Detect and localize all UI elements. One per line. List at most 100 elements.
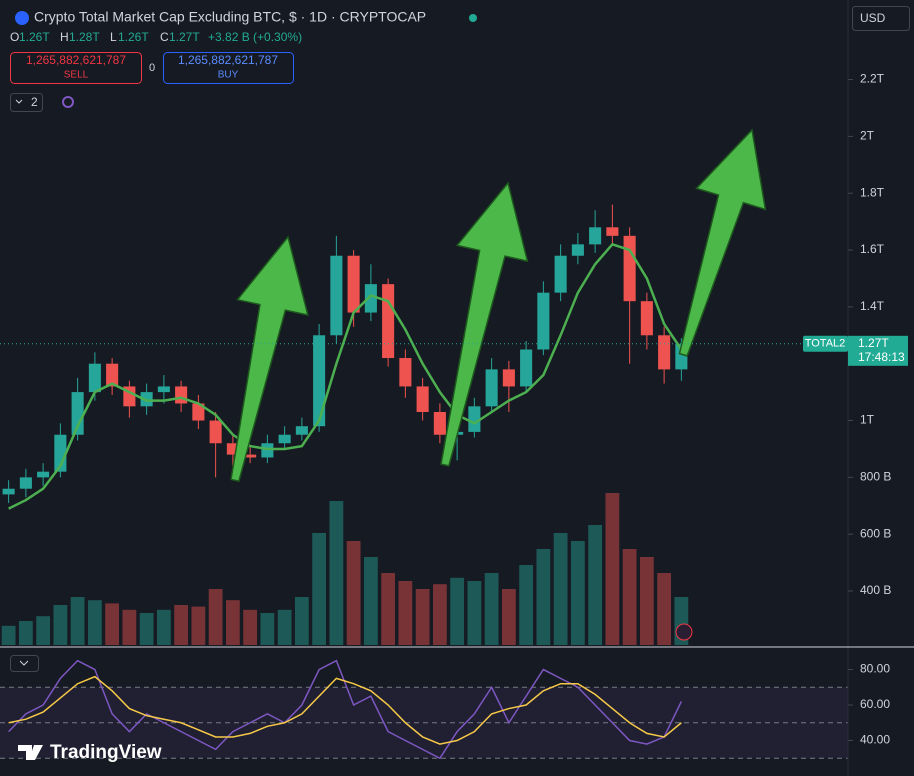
volume-bar bbox=[363, 557, 378, 645]
candle-body bbox=[502, 369, 515, 387]
ohlc-label: O bbox=[10, 30, 19, 44]
ohlc-change: +3.82 B (+0.30%) bbox=[208, 30, 302, 44]
candle-body bbox=[313, 335, 326, 427]
plot-area bbox=[0, 204, 848, 760]
countdown: 17:48:13 bbox=[858, 350, 905, 364]
volume-bar bbox=[519, 565, 534, 645]
sell-button[interactable] bbox=[10, 52, 142, 84]
candle-body bbox=[19, 477, 32, 489]
y-tick-label: 800 B bbox=[860, 470, 891, 484]
volume-bar bbox=[277, 609, 292, 645]
candle-body bbox=[106, 363, 119, 387]
candle-body bbox=[244, 454, 257, 458]
y-tick-label: 400 B bbox=[860, 583, 891, 597]
volume-bar bbox=[294, 597, 309, 645]
candle-body bbox=[278, 434, 291, 444]
alert-icon[interactable] bbox=[675, 623, 693, 641]
candle-body bbox=[157, 386, 170, 393]
volume-bar bbox=[639, 557, 654, 645]
ohlc-value: 1.26T bbox=[19, 30, 50, 44]
pane-toggle[interactable] bbox=[10, 655, 39, 672]
ohlc-value: 1.28T bbox=[69, 30, 100, 44]
candle-body bbox=[261, 443, 274, 458]
volume-bar bbox=[225, 600, 240, 645]
volume-bar bbox=[381, 573, 396, 645]
candle-body bbox=[347, 255, 360, 313]
buy-button[interactable] bbox=[163, 52, 294, 84]
symbol-icon bbox=[15, 11, 29, 25]
volume-bar bbox=[191, 606, 206, 645]
ohlc-label: C bbox=[160, 30, 169, 44]
volume-bar bbox=[432, 584, 447, 645]
volume-bar bbox=[570, 541, 585, 645]
volume-bar bbox=[657, 573, 672, 645]
last-price-label: 1.27T bbox=[858, 336, 889, 350]
volume-bar bbox=[329, 501, 344, 645]
y-tick-label: 2.2T bbox=[860, 72, 885, 86]
volume-bar bbox=[105, 603, 120, 645]
volume-bar bbox=[122, 609, 137, 645]
volume-bar bbox=[87, 600, 102, 645]
indicator-count: 2 bbox=[31, 95, 38, 109]
volume-bar bbox=[312, 533, 327, 645]
candle-body bbox=[520, 349, 533, 387]
indicator-toggle[interactable] bbox=[10, 93, 43, 112]
symbol-tag bbox=[803, 335, 848, 352]
chevron bbox=[15, 99, 23, 104]
volume-bar bbox=[53, 605, 68, 645]
arrow bbox=[678, 128, 767, 357]
volume-bar bbox=[450, 577, 465, 645]
candle-body bbox=[37, 471, 50, 478]
buy-label: BUY bbox=[218, 70, 239, 81]
volume-bar bbox=[553, 533, 568, 645]
candle-body bbox=[416, 386, 429, 413]
indicator-icon bbox=[62, 96, 74, 108]
candle-body bbox=[54, 434, 67, 472]
candle-body bbox=[606, 227, 619, 236]
buy-price: 1,265,882,621,787 bbox=[178, 53, 278, 67]
candle-body bbox=[295, 426, 308, 435]
volume-bar bbox=[501, 589, 516, 645]
symbol-label: TOTAL2 bbox=[805, 338, 846, 350]
y-tick-label: 1.4T bbox=[860, 299, 885, 313]
candle-body bbox=[485, 369, 498, 407]
brand-logo bbox=[18, 745, 43, 760]
candle-body bbox=[554, 255, 567, 293]
candle-body bbox=[537, 292, 550, 350]
candle-body bbox=[330, 255, 343, 336]
sell-label: SELL bbox=[64, 70, 89, 81]
volume-bar bbox=[467, 581, 482, 645]
y-tick-label: 40.00 bbox=[860, 733, 890, 747]
brand-name: TradingView bbox=[50, 742, 162, 763]
volume-bar bbox=[70, 597, 85, 645]
ohlc-value: 1.27T bbox=[169, 30, 200, 44]
ohlc-label: L bbox=[110, 30, 117, 44]
candle-body bbox=[589, 227, 602, 245]
y-tick-label: 60.00 bbox=[860, 697, 890, 711]
volume-bar bbox=[605, 493, 620, 645]
candle-body bbox=[658, 335, 671, 370]
volume-bar bbox=[174, 605, 189, 645]
volume-bar bbox=[243, 609, 258, 645]
y-tick-label: 2T bbox=[860, 129, 875, 143]
volume-bar bbox=[36, 616, 51, 645]
volume-bar bbox=[484, 573, 499, 645]
candle-body bbox=[640, 301, 653, 336]
currency-button[interactable] bbox=[852, 6, 910, 31]
price-tag bbox=[848, 335, 908, 366]
volume-bar bbox=[1, 625, 16, 645]
volume-bar bbox=[622, 549, 637, 645]
volume-bar bbox=[156, 609, 171, 645]
spread: 0 bbox=[149, 62, 155, 74]
rsi-line bbox=[8, 675, 682, 745]
chevron bbox=[19, 660, 29, 666]
y-tick-label: 600 B bbox=[860, 526, 891, 540]
candle-body bbox=[399, 358, 412, 387]
candle-body bbox=[2, 488, 15, 495]
candle-body bbox=[433, 412, 446, 435]
arrow bbox=[230, 235, 309, 483]
candle-body bbox=[623, 235, 636, 302]
candle-body bbox=[175, 386, 188, 404]
